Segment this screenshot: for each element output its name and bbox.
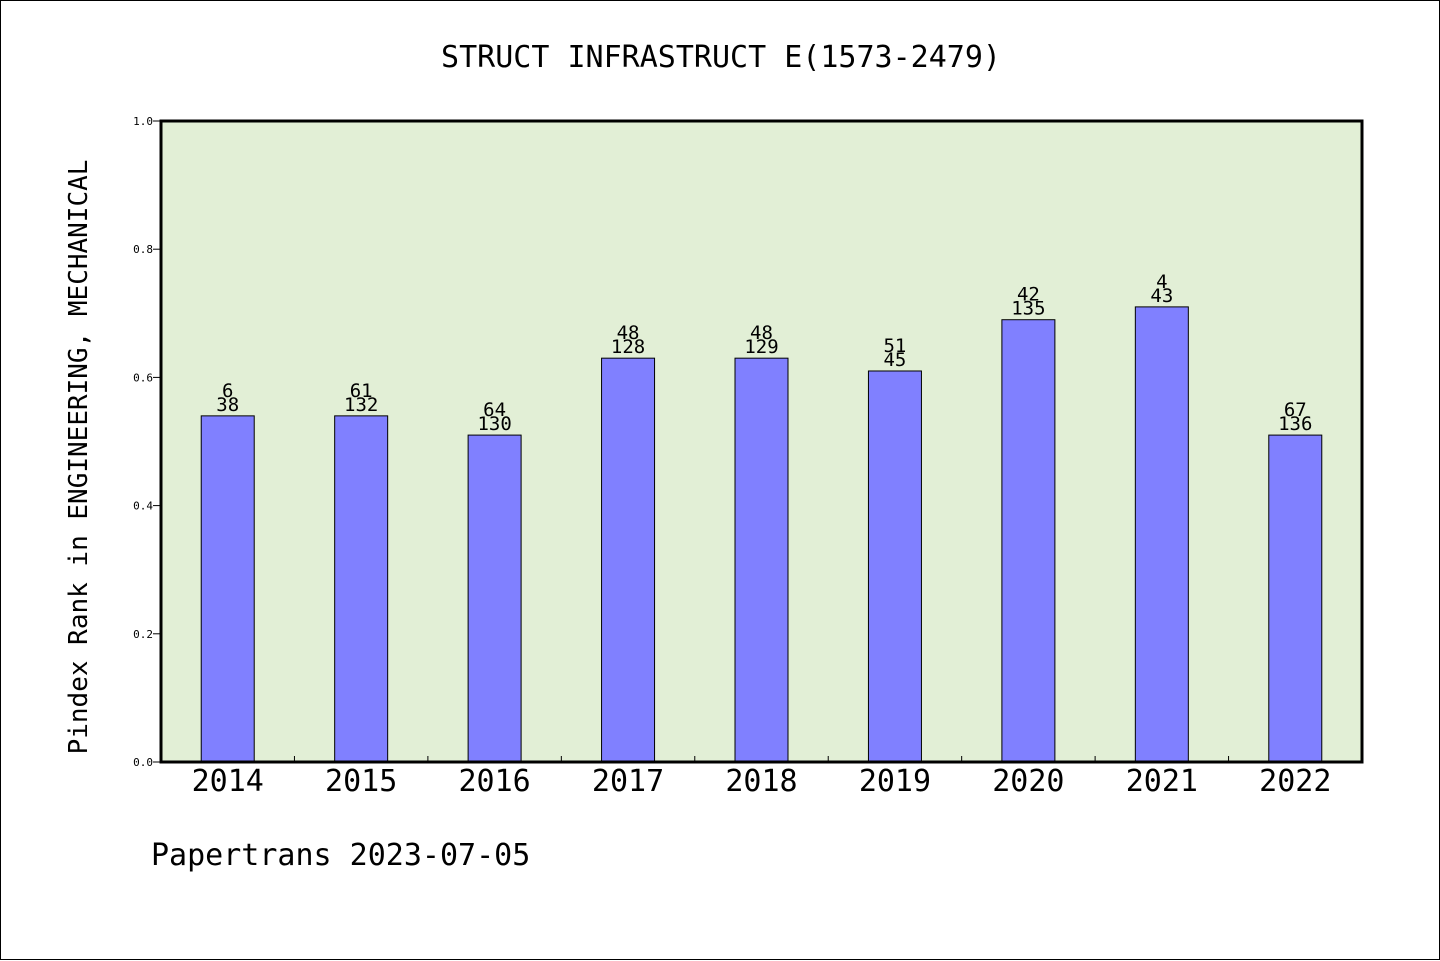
bar-label-bottom: 45 bbox=[883, 349, 906, 371]
bar-2022 bbox=[1268, 434, 1323, 763]
bar-2021 bbox=[1134, 306, 1189, 763]
bar-label-top: 61 bbox=[350, 380, 373, 402]
bar-2014 bbox=[200, 415, 255, 763]
x-tick-label: 2021 bbox=[1126, 764, 1198, 799]
bar-2019 bbox=[867, 370, 922, 763]
x-tick-label: 2022 bbox=[1259, 764, 1331, 799]
x-tick-label: 2015 bbox=[325, 764, 397, 799]
bar-2020 bbox=[1001, 319, 1056, 763]
bar-label-bottom: 135 bbox=[1011, 298, 1045, 320]
y-tick-label: 1.0 bbox=[133, 115, 153, 128]
bar-label-bottom: 128 bbox=[611, 336, 645, 358]
bar-label-bottom: 38 bbox=[216, 394, 239, 416]
x-tick-label: 2018 bbox=[725, 764, 797, 799]
plot-border bbox=[159, 119, 1364, 764]
bar-label-top: 6 bbox=[222, 380, 233, 402]
bar-label-top: 48 bbox=[617, 322, 640, 344]
bar-2018 bbox=[734, 357, 789, 763]
y-tick-label: 0.0 bbox=[133, 756, 153, 769]
bar-label-top: 51 bbox=[883, 335, 906, 357]
bar-label-top: 67 bbox=[1284, 399, 1307, 421]
bar-label-bottom: 130 bbox=[477, 413, 511, 435]
bar-label-bottom: 43 bbox=[1150, 285, 1173, 307]
y-tick-label: 0.4 bbox=[133, 500, 153, 513]
bar-label-top: 48 bbox=[750, 322, 773, 344]
y-axis-label: Pindex Rank in ENGINEERING, MECHANICAL bbox=[64, 160, 94, 755]
x-tick-label: 2019 bbox=[859, 764, 931, 799]
bar-label-bottom: 132 bbox=[344, 394, 378, 416]
bar-label-bottom: 136 bbox=[1278, 413, 1312, 435]
x-tick-label: 2017 bbox=[592, 764, 664, 799]
footer-credit: Papertrans 2023-07-05 bbox=[151, 838, 530, 873]
x-tick-label: 2016 bbox=[458, 764, 530, 799]
bar-label-bottom: 129 bbox=[744, 336, 778, 358]
y-tick-label: 0.8 bbox=[133, 243, 153, 256]
y-tick-label: 0.6 bbox=[133, 371, 153, 384]
bar-2017 bbox=[601, 357, 656, 763]
bar-label-top: 4 bbox=[1156, 271, 1167, 293]
x-tick-label: 2020 bbox=[992, 764, 1064, 799]
bar-label-top: 64 bbox=[483, 399, 506, 421]
chart-title: STRUCT INFRASTRUCT E(1573-2479) bbox=[441, 40, 1001, 75]
bar-label-top: 42 bbox=[1017, 284, 1040, 306]
x-tick-label: 2014 bbox=[192, 764, 264, 799]
y-tick-label: 0.2 bbox=[133, 628, 153, 641]
bar-2015 bbox=[334, 415, 389, 763]
bar-2016 bbox=[467, 434, 522, 763]
